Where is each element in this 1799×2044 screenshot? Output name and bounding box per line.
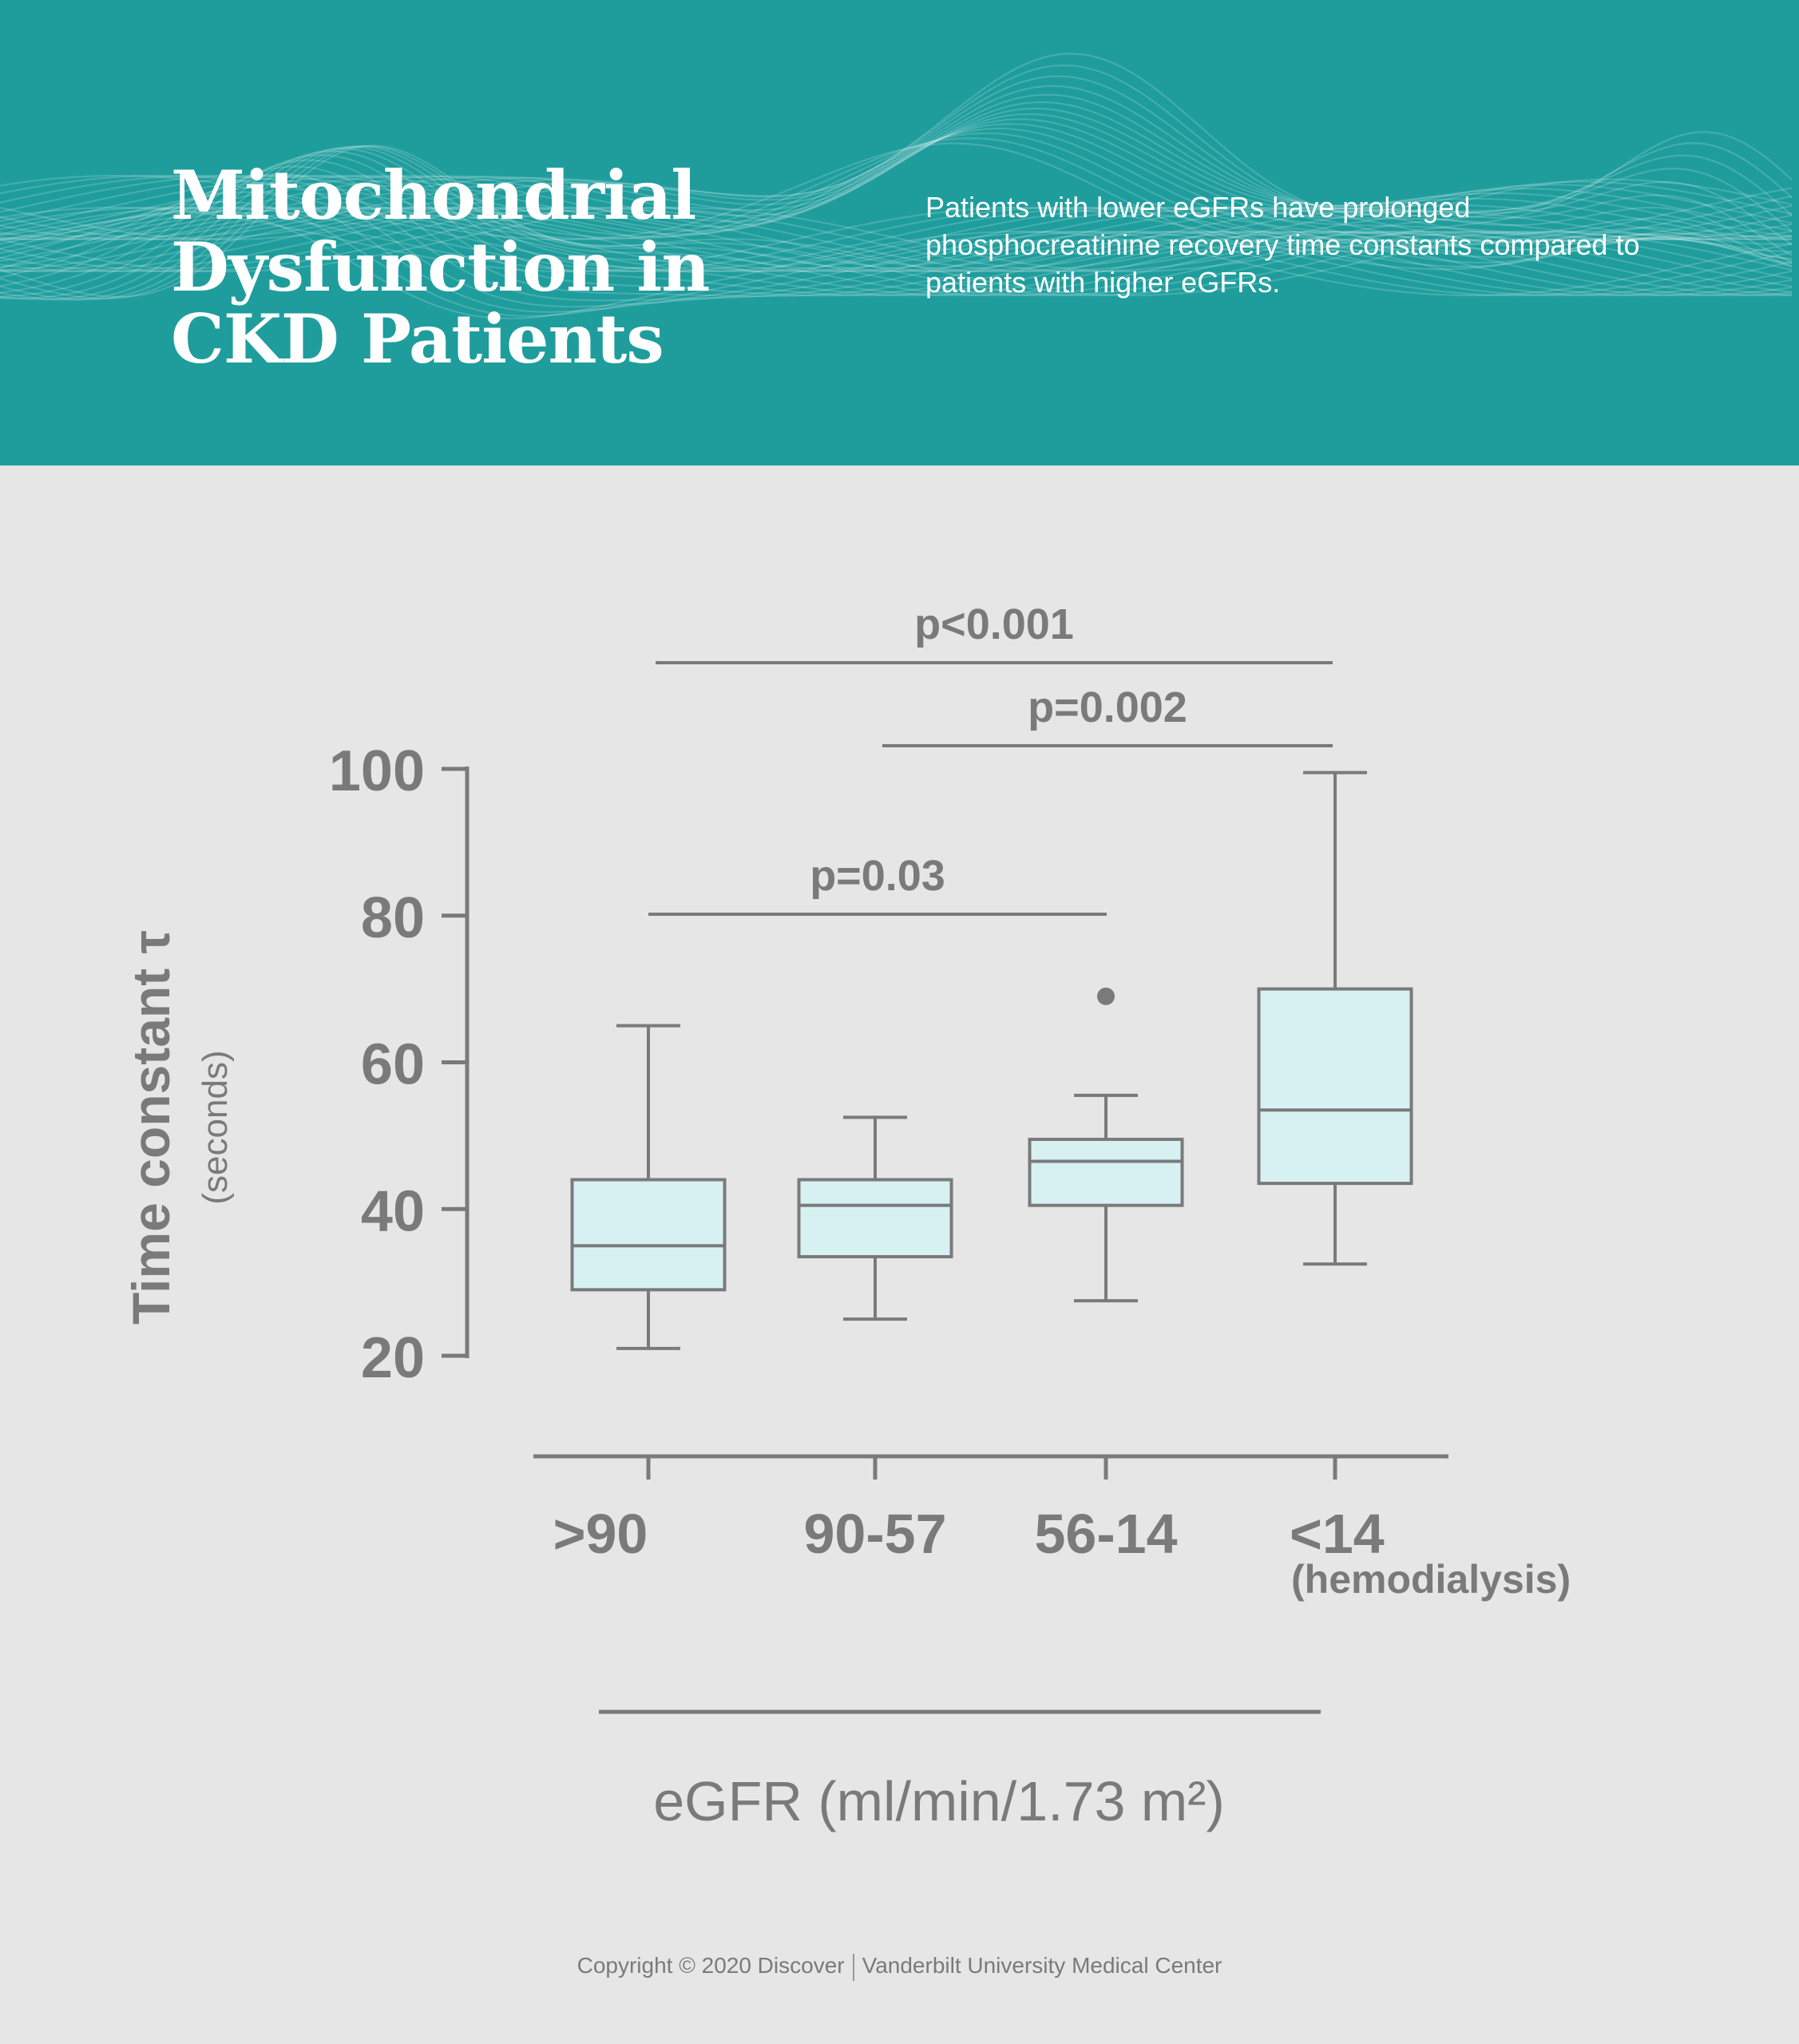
wave-line [0, 206, 1793, 272]
wave-line [0, 145, 1793, 299]
wave-line [0, 107, 1793, 241]
box-iqr [797, 1178, 953, 1258]
wave-line [0, 118, 1793, 240]
wave-line [0, 127, 1793, 242]
y-tick-label: 40 [361, 1179, 425, 1243]
y-tick-label: 60 [361, 1033, 425, 1097]
box-iqr [1257, 987, 1413, 1186]
x-axis-label: eGFR (ml/min/1.73 m²) [653, 1770, 1225, 1832]
wave-line [0, 206, 1793, 272]
box-3 [1257, 770, 1413, 1266]
description: Patients with lower eGFRs have prolonged… [925, 191, 1640, 299]
wave-line [0, 132, 1793, 243]
header-banner: Mitochondrial Dysfunction in CKD Patient… [0, 0, 1799, 465]
wave-line [0, 194, 1793, 273]
wave-line [0, 131, 1793, 273]
wave-line [0, 154, 1793, 298]
footer-divider [852, 1953, 854, 1981]
wave-line [0, 146, 1793, 301]
wave-line [0, 75, 1793, 240]
wave-line [0, 148, 1793, 300]
wave-line [0, 154, 1793, 273]
outlier-point [1097, 987, 1115, 1005]
wave-line [0, 53, 1793, 240]
wave-line [0, 168, 1793, 273]
wave-line [0, 150, 1793, 299]
significance-label: p=0.002 [1028, 683, 1187, 731]
wave-line [0, 142, 1793, 273]
wave-line [0, 145, 1793, 301]
wave-line [0, 145, 1793, 298]
wave-line [0, 113, 1793, 241]
title-line: CKD Patients [171, 299, 664, 378]
wave-line [0, 165, 1793, 297]
x-tick-label: <14 [1290, 1503, 1385, 1565]
wave-line [0, 137, 1793, 248]
y-axis-sublabel: (seconds) [196, 1050, 235, 1204]
box-1 [797, 1115, 953, 1321]
box-2 [1028, 987, 1184, 1303]
wave-line [0, 201, 1793, 317]
wave-line [0, 93, 1793, 240]
page-title: Mitochondrial Dysfunction in CKD Patient… [171, 156, 710, 378]
wave-line [0, 123, 1793, 241]
title-line: Mitochondrial [171, 156, 696, 235]
x-tick-label: >90 [553, 1503, 648, 1565]
wave-line [0, 206, 1793, 273]
wave-line [0, 172, 1793, 302]
box-plot-chart: 20 40 60 80 100 Time constant τ (seconds) p<0.0… [121, 600, 1571, 1832]
institution-text: Vanderbilt University Medical Center [862, 1953, 1222, 1978]
box-iqr [570, 1178, 727, 1292]
y-tick-label: 100 [329, 739, 425, 803]
significance-label: p<0.001 [914, 600, 1074, 648]
wave-line [0, 101, 1793, 241]
x-tick-label: 56-14 [1034, 1503, 1177, 1565]
footer: Copyright © 2020 Discover Vanderbilt Univ… [0, 1953, 1799, 1981]
x-tick-sublabel: (hemodialysis) [1291, 1557, 1571, 1602]
wave-line [0, 206, 1793, 272]
y-tick-label: 20 [361, 1326, 425, 1390]
significance-label: p=0.03 [810, 852, 945, 900]
wave-line [0, 206, 1793, 273]
wave-line [0, 206, 1793, 273]
x-tick-label: 90-57 [803, 1503, 946, 1565]
wave-line [0, 159, 1793, 297]
box-iqr [1028, 1137, 1184, 1207]
wave-line [0, 206, 1793, 272]
wave-line [0, 85, 1793, 241]
wave-line [0, 211, 1793, 319]
y-tick-label: 80 [361, 886, 425, 950]
wave-line [0, 206, 1793, 273]
copyright-text: Copyright © 2020 Discover [577, 1953, 845, 1978]
wave-line [0, 180, 1793, 273]
y-axis-label: Time constant τ [121, 930, 180, 1325]
wave-line [0, 181, 1793, 308]
wave-line [0, 191, 1793, 313]
wave-pattern-decoration [0, 53, 1793, 319]
box-0 [570, 1024, 727, 1350]
wave-line [0, 64, 1793, 241]
title-line: Dysfunction in [171, 228, 710, 307]
wave-line [0, 142, 1793, 252]
